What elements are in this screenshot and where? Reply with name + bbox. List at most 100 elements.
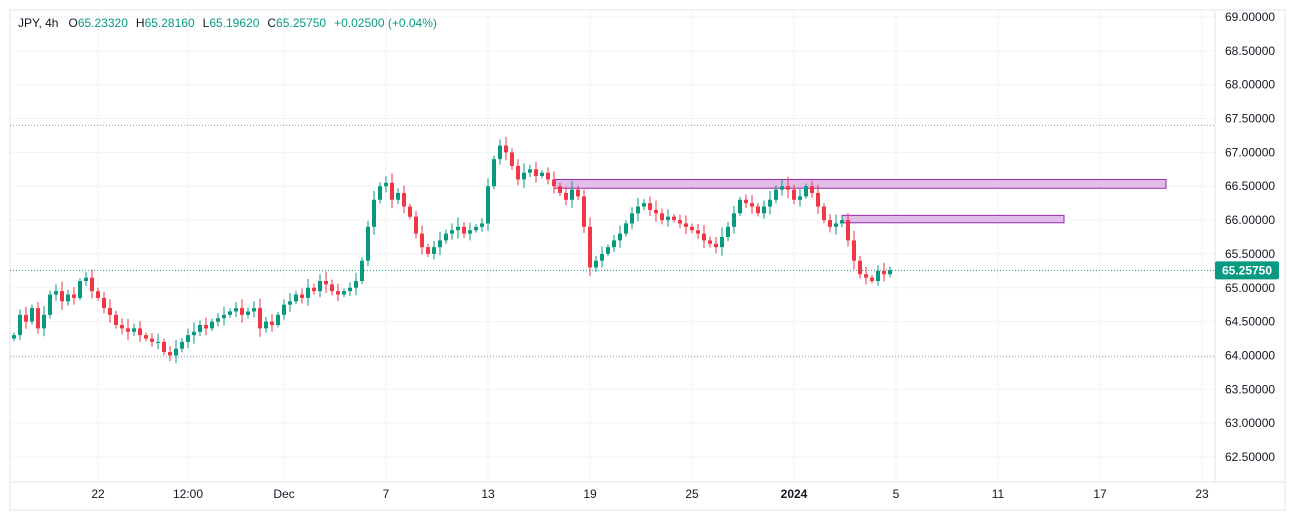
candle-body[interactable]: [816, 193, 820, 207]
candle-body[interactable]: [330, 284, 334, 292]
candle-body[interactable]: [624, 223, 628, 234]
candle-body[interactable]: [276, 314, 280, 325]
candle-body[interactable]: [468, 230, 472, 234]
candle-body[interactable]: [66, 294, 70, 302]
candle-body[interactable]: [786, 186, 790, 190]
candle-body[interactable]: [300, 294, 304, 298]
candle-body[interactable]: [510, 152, 514, 166]
time-axis[interactable]: 22 12:00 Dec 7 13 19 25 2024 5 11 17 23: [91, 487, 1209, 501]
candle-body[interactable]: [654, 209, 658, 214]
candle-body[interactable]: [864, 274, 868, 278]
candle-body[interactable]: [720, 237, 724, 248]
candle-body[interactable]: [78, 281, 82, 298]
supply-zone[interactable]: [553, 178, 1167, 189]
candle-body[interactable]: [738, 199, 742, 214]
candle-body[interactable]: [630, 213, 634, 224]
candle-body[interactable]: [876, 270, 880, 281]
candle-body[interactable]: [690, 226, 694, 231]
candle-body[interactable]: [228, 311, 232, 315]
candle-body[interactable]: [30, 308, 34, 322]
candle-body[interactable]: [636, 206, 640, 214]
candle-body[interactable]: [18, 314, 22, 336]
candle-body[interactable]: [762, 206, 766, 214]
candle-body[interactable]: [726, 226, 730, 237]
candle-body[interactable]: [114, 314, 118, 325]
candle-body[interactable]: [804, 186, 808, 197]
candle-body[interactable]: [576, 189, 580, 197]
candle-body[interactable]: [90, 277, 94, 292]
candle-body[interactable]: [102, 297, 106, 309]
candle-body[interactable]: [384, 182, 388, 187]
candle-body[interactable]: [84, 277, 88, 281]
candle-body[interactable]: [198, 325, 202, 332]
candle-body[interactable]: [186, 335, 190, 342]
candle-body[interactable]: [606, 247, 610, 254]
candle-layer[interactable]: [12, 136, 892, 364]
candle-body[interactable]: [162, 341, 166, 353]
candle-body[interactable]: [360, 260, 364, 281]
candle-body[interactable]: [156, 341, 160, 343]
candle-body[interactable]: [798, 196, 802, 200]
candle-body[interactable]: [480, 223, 484, 227]
candle-body[interactable]: [306, 287, 310, 298]
candle-body[interactable]: [252, 308, 256, 312]
candle-body[interactable]: [24, 314, 28, 322]
candle-body[interactable]: [534, 169, 538, 177]
candle-body[interactable]: [126, 328, 130, 332]
candle-body[interactable]: [54, 291, 58, 295]
candle-body[interactable]: [12, 335, 16, 339]
candle-body[interactable]: [618, 233, 622, 241]
candle-body[interactable]: [144, 335, 148, 339]
candle-body[interactable]: [168, 352, 172, 356]
candle-body[interactable]: [744, 199, 748, 204]
candle-body[interactable]: [210, 321, 214, 329]
candle-body[interactable]: [348, 287, 352, 292]
candle-body[interactable]: [588, 226, 592, 268]
candle-body[interactable]: [702, 233, 706, 241]
candle-body[interactable]: [108, 308, 112, 315]
candle-body[interactable]: [288, 301, 292, 305]
candle-body[interactable]: [492, 159, 496, 187]
candle-body[interactable]: [474, 226, 478, 231]
candle-body[interactable]: [60, 291, 64, 302]
candle-body[interactable]: [498, 145, 502, 160]
candle-body[interactable]: [402, 193, 406, 207]
candle-body[interactable]: [852, 240, 856, 261]
candle-body[interactable]: [768, 199, 772, 207]
candle-body[interactable]: [666, 216, 670, 221]
candle-body[interactable]: [450, 230, 454, 234]
candle-body[interactable]: [582, 196, 586, 227]
candle-body[interactable]: [846, 220, 850, 241]
candle-body[interactable]: [648, 203, 652, 210]
candle-body[interactable]: [750, 203, 754, 207]
candle-body[interactable]: [882, 270, 886, 275]
candle-body[interactable]: [318, 281, 322, 292]
candle-body[interactable]: [282, 304, 286, 315]
candle-body[interactable]: [516, 165, 520, 180]
candle-body[interactable]: [246, 311, 250, 315]
candle-body[interactable]: [312, 287, 316, 292]
candle-body[interactable]: [366, 226, 370, 261]
candle-body[interactable]: [72, 294, 76, 298]
candle-body[interactable]: [708, 240, 712, 244]
candle-body[interactable]: [138, 328, 142, 336]
candle-body[interactable]: [540, 172, 544, 177]
candle-body[interactable]: [444, 233, 448, 241]
candle-body[interactable]: [192, 331, 196, 336]
candle-body[interactable]: [558, 186, 562, 193]
candle-body[interactable]: [258, 308, 262, 329]
candle-body[interactable]: [96, 291, 100, 298]
candle-body[interactable]: [600, 253, 604, 261]
candle-body[interactable]: [216, 318, 220, 322]
candle-body[interactable]: [438, 240, 442, 248]
candle-body[interactable]: [240, 308, 244, 315]
candle-body[interactable]: [342, 291, 346, 295]
candle-body[interactable]: [426, 247, 430, 254]
candle-body[interactable]: [612, 240, 616, 248]
candle-body[interactable]: [528, 169, 532, 173]
candle-body[interactable]: [756, 206, 760, 214]
candle-body[interactable]: [684, 223, 688, 227]
candle-body[interactable]: [372, 199, 376, 227]
